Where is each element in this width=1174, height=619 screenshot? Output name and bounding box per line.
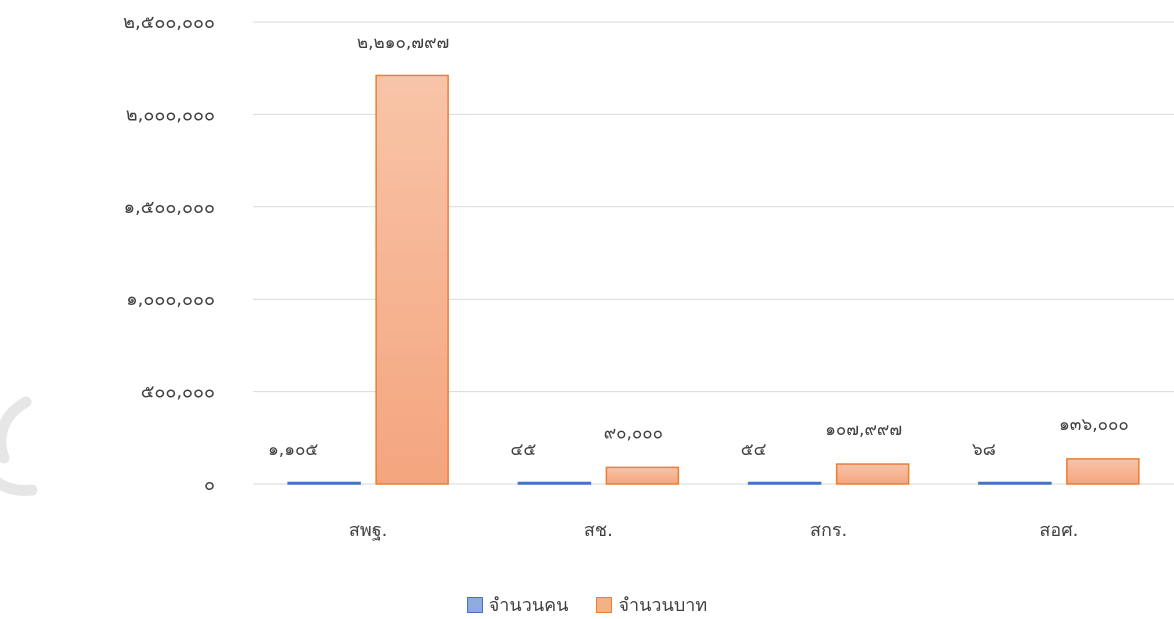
data-label-people-2: ๕๔	[741, 440, 767, 460]
y-axis-ticks: ๐ ๕๐๐,๐๐๐ ๑,๐๐๐,๐๐๐ ๑,๕๐๐,๐๐๐ ๒,๐๐๐,๐๐๐ ๒,๕๐๐…	[123, 12, 215, 495]
y-tick-label: ๑,๕๐๐,๐๐๐	[124, 197, 215, 218]
data-label-baht-0: ๒,๒๑๐,๗๙๗	[357, 33, 449, 53]
x-category-label-1: สช.	[584, 520, 613, 541]
data-label-baht-2: ๑๐๗,๙๙๗	[825, 420, 902, 440]
x-category-label-2: สกร.	[810, 520, 847, 541]
bar-people-2	[747, 481, 822, 485]
bar-baht-0	[375, 74, 449, 485]
bar-baht-1	[605, 466, 680, 485]
x-category-label-0: สพฐ.	[349, 520, 388, 541]
legend-label-baht: จำนวนบาท	[618, 595, 708, 616]
bar-baht-3	[1066, 458, 1140, 485]
data-label-people-3: ๖๘	[972, 440, 996, 460]
bars	[287, 74, 1140, 485]
bar-people-1	[517, 481, 592, 485]
bar-people-0	[287, 481, 361, 485]
data-label-people-0: ๑,๑๐๕	[268, 440, 318, 460]
legend: จำนวนคน จำนวนบาท	[0, 590, 1174, 619]
y-tick-label: ๕๐๐,๐๐๐	[141, 382, 215, 403]
x-axis-categories: สพฐ. สช. สกร. สอศ.	[349, 520, 1078, 541]
watermark-logo-fragment	[0, 396, 38, 496]
y-tick-label: ๑,๐๐๐,๐๐๐	[126, 289, 215, 310]
bar-people-3	[978, 481, 1052, 485]
legend-swatch-baht	[596, 596, 613, 613]
y-tick-label: ๒,๕๐๐,๐๐๐	[123, 12, 215, 33]
data-label-people-1: ๔๕	[511, 440, 537, 460]
legend-item-people: จำนวนคน	[466, 590, 569, 619]
data-label-baht-3: ๑๓๖,๐๐๐	[1059, 415, 1129, 435]
legend-label-people: จำนวนคน	[488, 595, 569, 616]
y-tick-label: ๐	[204, 474, 215, 495]
legend-item-baht: จำนวนบาท	[596, 590, 707, 619]
data-label-baht-1: ๙๐,๐๐๐	[604, 423, 663, 443]
bar-baht-2	[835, 463, 910, 485]
y-tick-label: ๒,๐๐๐,๐๐๐	[126, 104, 215, 125]
legend-swatch-people	[466, 596, 483, 613]
x-category-label-3: สอศ.	[1039, 520, 1078, 541]
